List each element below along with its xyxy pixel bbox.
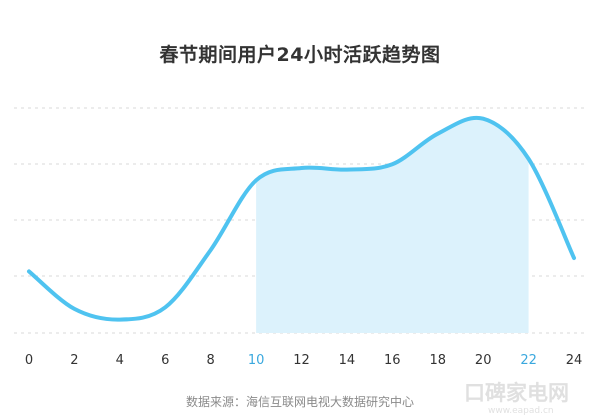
x-tick-label-22: 22 — [520, 353, 537, 368]
x-tick-label-6: 6 — [161, 353, 169, 368]
x-tick-label-0: 0 — [25, 353, 33, 368]
data-point-2 — [72, 307, 76, 311]
data-point-6 — [163, 305, 167, 309]
watermark-logo: 口碑家电网 www.eapad.cn — [464, 381, 569, 416]
data-point-18 — [436, 132, 440, 136]
x-tick-label-20: 20 — [475, 353, 492, 368]
x-tick-label-2: 2 — [70, 353, 78, 368]
data-point-22 — [527, 157, 531, 161]
x-tick-label-24: 24 — [566, 353, 583, 368]
x-tick-label-8: 8 — [207, 353, 215, 368]
source-note: 数据来源：海信互联网电视大数据研究中心 — [185, 395, 414, 409]
x-tick-label-4: 4 — [116, 353, 124, 368]
data-point-14 — [345, 168, 349, 172]
x-tick-label-18: 18 — [430, 353, 447, 368]
x-tick-label-10: 10 — [248, 353, 265, 368]
watermark-text: 口碑家电网 — [464, 381, 569, 405]
x-tick-label-14: 14 — [339, 353, 356, 368]
chart-title: 春节期间用户24小时活跃趋势图 — [159, 44, 441, 66]
data-point-10 — [254, 178, 258, 182]
trend-line — [27, 115, 576, 322]
data-point-24 — [572, 256, 576, 260]
data-point-12 — [300, 166, 304, 170]
data-point-16 — [390, 162, 394, 166]
data-point-8 — [209, 248, 213, 252]
data-point-4 — [118, 318, 122, 322]
x-tick-label-16: 16 — [384, 353, 401, 368]
highlight-area — [256, 117, 529, 333]
x-tick-label-12: 12 — [293, 353, 310, 368]
watermark-url: www.eapad.cn — [488, 406, 554, 416]
x-tick-labels: 0 2 4 6 8 10 12 14 16 18 20 22 24 — [25, 353, 582, 368]
data-point-20 — [481, 117, 485, 121]
data-point-0 — [27, 269, 31, 273]
